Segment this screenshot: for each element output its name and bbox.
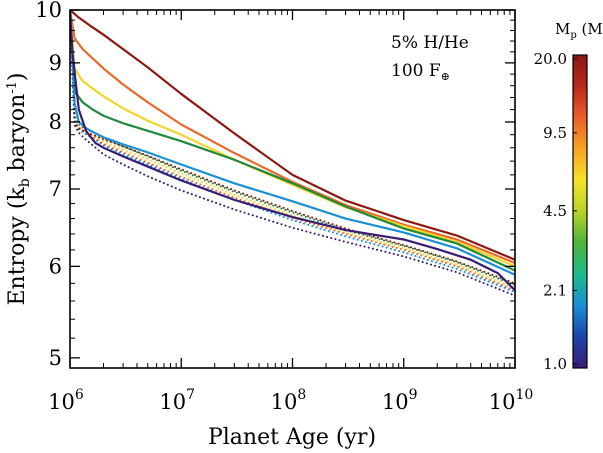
series-line-dotted-20 [70,10,515,285]
y-tick-label: 8 [49,110,62,134]
series-layer [70,10,515,297]
y-tick-label: 10 [35,0,62,22]
series-line-solid-9.5 [70,10,515,265]
colorbar-tick-label: 2.1 [543,281,567,299]
x-tick-label: 107 [159,387,195,414]
x-tick-label: 1010 [489,387,534,414]
colorbar-tick-label: 9.5 [543,124,567,142]
colorbar-tick-label: 20.0 [534,50,567,68]
y-tick-label: 9 [49,51,62,75]
colorbar-ticks: 20.0 9.5 4.5 2.1 1.0 [534,50,577,373]
colorbar: Mp (M⊕) [555,20,603,369]
series-line-dotted-9.5 [70,10,515,292]
x-tick-label: 108 [271,387,307,414]
series-line-solid-2.1 [70,10,515,276]
series-line-solid-1 [70,10,515,292]
x-tick-label: 106 [48,387,84,414]
series-line-solid-3.5 [70,10,515,272]
y-tick-label: 6 [49,254,62,278]
series-line-dotted-3.5 [70,10,515,287]
plot-frame [69,9,516,369]
y-tick-label: 5 [49,346,62,370]
annotation-composition: 5% H/He [391,33,469,53]
x-axis-label: Planet Age (yr) [208,425,376,450]
tick-layer: 106 107 108 109 1010 5 6 7 8 9 10 [35,0,533,414]
series-line-solid-20 [70,10,515,261]
colorbar-tick-label: 4.5 [543,202,567,220]
y-tick-label: 7 [49,177,62,201]
series-line-dotted-2.1 [70,10,515,294]
colorbar-title: Mp (M⊕) [555,20,603,41]
colorbar-tick-label: 1.0 [543,355,567,373]
y-axis-label: Entropy (kb baryon-1) [5,72,33,305]
series-line-solid-6.5 [70,10,515,268]
series-line-dotted-6.5 [70,10,515,289]
annotation-flux: 100 F⊕ [391,61,450,83]
colorbar-gradient [572,54,588,369]
x-tick-label: 109 [382,387,418,414]
series-line-dotted-1 [70,10,515,297]
